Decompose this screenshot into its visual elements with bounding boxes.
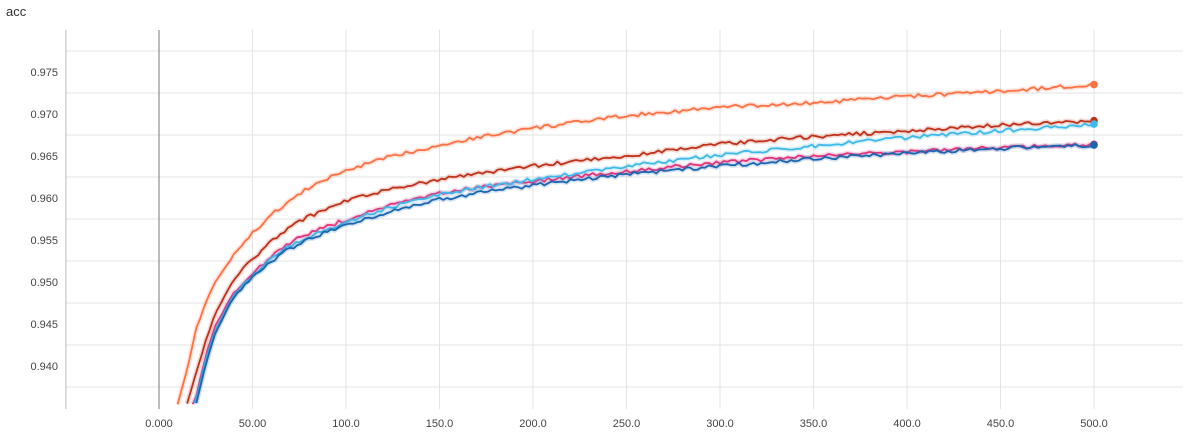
y-tick-label: 0.970 — [30, 109, 58, 121]
grid-lines — [65, 30, 1183, 409]
series-line — [193, 122, 1095, 404]
y-tick-label: 0.965 — [30, 151, 58, 163]
series-halo — [193, 141, 1097, 404]
series-line — [195, 142, 1095, 404]
x-tick-label: 100.0 — [332, 418, 360, 430]
y-tick-label: 0.960 — [30, 193, 58, 205]
chart-title: acc — [6, 4, 27, 19]
x-tick-label: 150.0 — [426, 418, 454, 430]
x-tick-label: 250.0 — [613, 418, 641, 430]
series-halo — [190, 141, 1097, 406]
x-tick-label: 450.0 — [987, 418, 1015, 430]
y-tick-label: 0.945 — [30, 319, 58, 331]
series-halo — [192, 121, 1096, 405]
y-tick-label: 0.940 — [30, 361, 58, 373]
y-tick-label: 0.950 — [30, 277, 58, 289]
x-tick-label: 50.00 — [239, 418, 267, 430]
y-tick-label: 0.975 — [30, 67, 58, 79]
y-tick-label: 0.955 — [30, 235, 58, 247]
axes — [65, 30, 160, 409]
series-end-marker[interactable] — [1090, 120, 1098, 128]
series-lines — [175, 81, 1097, 406]
series-end-marker[interactable] — [1090, 80, 1098, 89]
x-tick-label: 500.0 — [1080, 418, 1108, 430]
x-tick-label: 200.0 — [519, 418, 547, 430]
series-line — [176, 83, 1095, 405]
x-tick-label: 350.0 — [800, 418, 828, 430]
series-end-marker[interactable] — [1090, 141, 1098, 149]
x-tick-label: 400.0 — [893, 418, 921, 430]
x-tick-label: 0.000 — [145, 418, 173, 430]
x-tick-label: 300.0 — [706, 418, 734, 430]
tick-labels: 0.000 50.00 100.0 150.0 200.0 250.0 300.0 350.0… — [30, 67, 1107, 430]
series-line — [186, 119, 1095, 404]
series-line — [191, 143, 1095, 405]
